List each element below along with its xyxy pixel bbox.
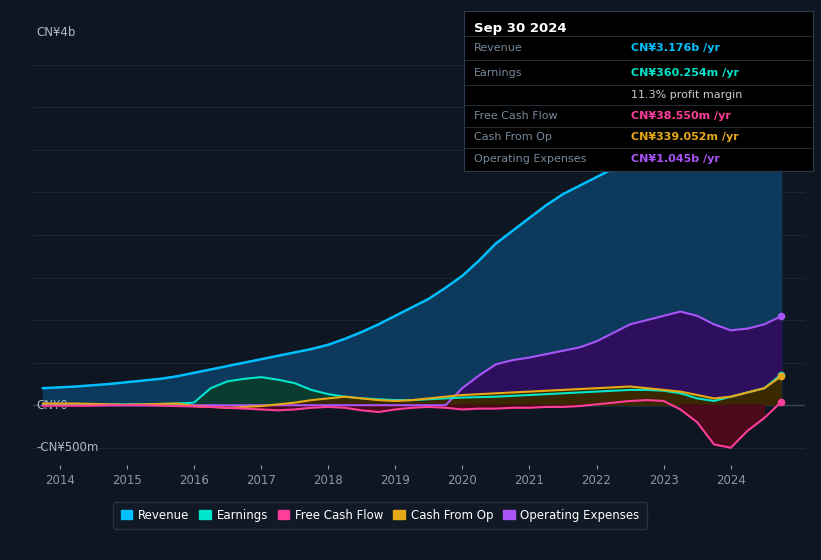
Point	[774, 312, 787, 321]
Point	[774, 372, 787, 381]
Point	[774, 370, 787, 379]
Text: CN¥38.550m /yr: CN¥38.550m /yr	[631, 111, 732, 121]
Text: Operating Expenses: Operating Expenses	[475, 154, 587, 164]
Text: Free Cash Flow: Free Cash Flow	[475, 111, 558, 121]
Point	[774, 130, 787, 139]
Text: CN¥4b: CN¥4b	[37, 26, 76, 39]
Point	[774, 398, 787, 407]
Legend: Revenue, Earnings, Free Cash Flow, Cash From Op, Operating Expenses: Revenue, Earnings, Free Cash Flow, Cash …	[113, 502, 647, 529]
Text: Revenue: Revenue	[475, 43, 523, 53]
Text: 11.3% profit margin: 11.3% profit margin	[631, 90, 743, 100]
Text: CN¥339.052m /yr: CN¥339.052m /yr	[631, 132, 739, 142]
Text: Earnings: Earnings	[475, 68, 523, 78]
Text: CN¥1.045b /yr: CN¥1.045b /yr	[631, 154, 720, 164]
Text: CN¥3.176b /yr: CN¥3.176b /yr	[631, 43, 720, 53]
Text: CN¥0: CN¥0	[37, 399, 68, 412]
Text: Cash From Op: Cash From Op	[475, 132, 553, 142]
Text: CN¥360.254m /yr: CN¥360.254m /yr	[631, 68, 740, 78]
Text: Sep 30 2024: Sep 30 2024	[475, 22, 567, 35]
Text: -CN¥500m: -CN¥500m	[37, 441, 99, 454]
